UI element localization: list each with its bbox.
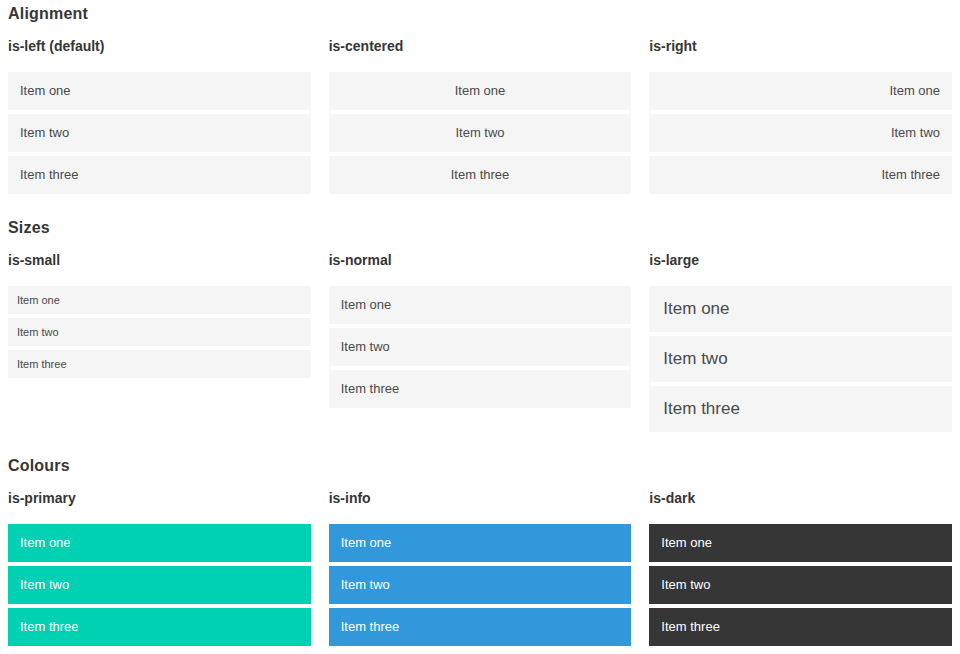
list-item[interactable]: Item two — [329, 566, 632, 604]
section-title: Colours — [8, 457, 952, 475]
demo-column-is-dark: is-dark Item one Item two Item three — [649, 490, 952, 646]
column-title: is-right — [649, 38, 952, 54]
columns-row: is-primaryItem oneItem twoItem threeis-i… — [8, 490, 952, 646]
item-list: Item one Item two Item three — [8, 72, 311, 194]
demo-column-is-info: is-info Item one Item two Item three — [329, 490, 632, 646]
list-item[interactable]: Item one — [8, 524, 311, 562]
section-title: Sizes — [8, 219, 952, 237]
item-list: Item one Item two Item three — [649, 524, 952, 646]
column-title: is-large — [649, 252, 952, 268]
demo-column-is-right: is-right Item one Item two Item three — [649, 38, 952, 194]
demo-column-is-centered: is-centered Item one Item two Item three — [329, 38, 632, 194]
column-title: is-small — [8, 252, 311, 268]
list-item[interactable]: Item two — [329, 328, 632, 366]
item-list: Item one Item two Item three — [8, 286, 311, 378]
demo-column-is-normal: is-normal Item one Item two Item three — [329, 252, 632, 432]
section-title: Alignment — [8, 5, 952, 23]
list-item[interactable]: Item three — [8, 608, 311, 646]
list-item[interactable]: Item three — [8, 156, 311, 194]
list-item[interactable]: Item three — [329, 156, 632, 194]
list-item[interactable]: Item two — [649, 566, 952, 604]
list-item[interactable]: Item one — [329, 72, 632, 110]
demo-column-is-small: is-small Item one Item two Item three — [8, 252, 311, 432]
list-item[interactable]: Item one — [649, 72, 952, 110]
list-item[interactable]: Item one — [649, 286, 952, 332]
section-colours: Colours is-primary Item one Item two Item th… — [8, 457, 952, 646]
component-demo-page: Alignmentis-left (default)Item oneItem t… — [0, 0, 960, 654]
list-item[interactable]: Item one — [649, 524, 952, 562]
column-title: is-centered — [329, 38, 632, 54]
list-item[interactable]: Item one — [329, 524, 632, 562]
list-item[interactable]: Item two — [649, 114, 952, 152]
column-title: is-left (default) — [8, 38, 311, 54]
list-item[interactable]: Item three — [329, 608, 632, 646]
column-title: is-dark — [649, 490, 952, 506]
list-item[interactable]: Item one — [8, 72, 311, 110]
item-list: Item one Item two Item three — [329, 286, 632, 408]
list-item[interactable]: Item one — [329, 286, 632, 324]
list-item[interactable]: Item one — [8, 286, 311, 314]
column-title: is-info — [329, 490, 632, 506]
demo-column-is-primary: is-primary Item one Item two Item three — [8, 490, 311, 646]
columns-row: is-smallItem oneItem twoItem threeis-nor… — [8, 252, 952, 432]
list-item[interactable]: Item three — [329, 370, 632, 408]
list-item[interactable]: Item three — [649, 386, 952, 432]
item-list: Item one Item two Item three — [8, 524, 311, 646]
list-item[interactable]: Item two — [8, 566, 311, 604]
list-item[interactable]: Item three — [649, 156, 952, 194]
list-item[interactable]: Item two — [649, 336, 952, 382]
list-item[interactable]: Item three — [649, 608, 952, 646]
list-item[interactable]: Item two — [329, 114, 632, 152]
item-list: Item one Item two Item three — [329, 72, 632, 194]
list-item[interactable]: Item two — [8, 318, 311, 346]
section-alignment: Alignment is-left (default) Item one Item t… — [8, 5, 952, 194]
item-list: Item one Item two Item three — [329, 524, 632, 646]
column-title: is-primary — [8, 490, 311, 506]
section-sizes: Sizesis-smallItem oneItem twoItem threei… — [8, 219, 952, 432]
columns-row: is-left (default) Item one Item two Item th… — [8, 38, 952, 194]
list-item[interactable]: Item three — [8, 350, 311, 378]
item-list: Item oneItem twoItem three — [649, 286, 952, 432]
list-item[interactable]: Item two — [8, 114, 311, 152]
item-list: Item one Item two Item three — [649, 72, 952, 194]
column-title: is-normal — [329, 252, 632, 268]
demo-column-is-large: is-large Item oneItem twoItem three — [649, 252, 952, 432]
demo-column-is-left-default: is-left (default) Item one Item two Item th… — [8, 38, 311, 194]
